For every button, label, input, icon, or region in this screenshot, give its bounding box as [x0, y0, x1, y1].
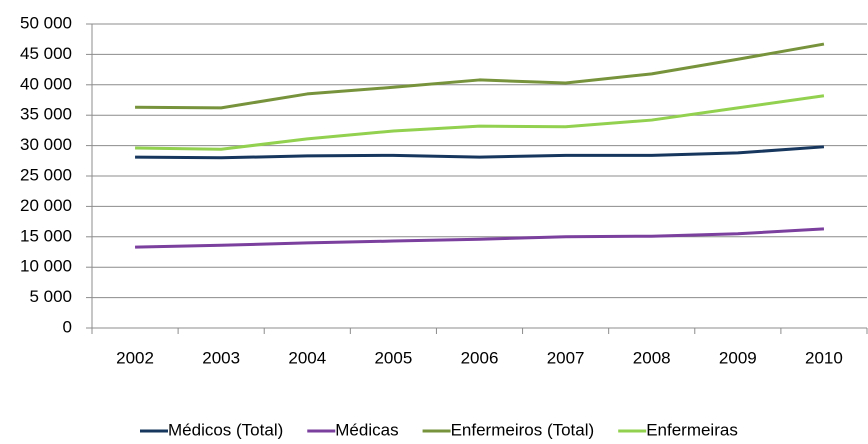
y-tick-label: 5 000	[29, 287, 72, 306]
x-tick-label: 2003	[202, 348, 240, 367]
x-tick-label: 2007	[547, 348, 585, 367]
y-tick-label: 35 000	[20, 105, 72, 124]
x-tick-label: 2002	[116, 348, 154, 367]
x-tick-label: 2009	[719, 348, 757, 367]
y-tick-label: 10 000	[20, 257, 72, 276]
x-tick-label: 2008	[633, 348, 671, 367]
legend-label: Enfermeiros (Total)	[451, 420, 595, 439]
legend-label: Médicas	[335, 420, 398, 439]
x-tick-label: 2010	[805, 348, 843, 367]
x-tick-label: 2006	[461, 348, 499, 367]
y-tick-label: 40 000	[20, 74, 72, 93]
series-line	[135, 227, 825, 249]
y-tick-label: 20 000	[20, 196, 72, 215]
x-tick-label: 2004	[288, 348, 326, 367]
y-tick-label: 50 000	[20, 13, 72, 32]
y-tick-label: 0	[63, 317, 72, 336]
series-line	[135, 145, 825, 160]
y-tick-label: 15 000	[20, 226, 72, 245]
x-tick-label: 2005	[374, 348, 412, 367]
y-tick-label: 30 000	[20, 135, 72, 154]
legend-label: Médicos (Total)	[168, 420, 283, 439]
y-tick-label: 25 000	[20, 165, 72, 184]
y-tick-label: 45 000	[20, 44, 72, 63]
series-line	[135, 42, 825, 110]
legend-label: Enfermeiras	[646, 420, 738, 439]
series-line	[135, 94, 825, 151]
